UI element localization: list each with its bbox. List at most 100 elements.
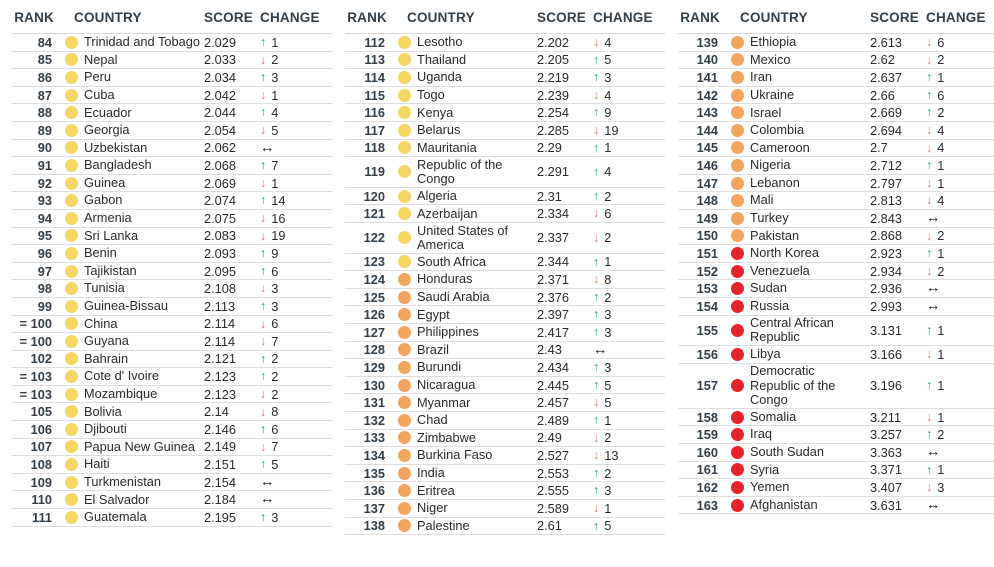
down-arrow-icon: ↓ bbox=[926, 347, 933, 362]
score-cell: 2.553 bbox=[537, 465, 570, 481]
rank-cell: 128 bbox=[363, 342, 385, 358]
table-row: 144 Colombia 2.694 ↓ 4 bbox=[678, 122, 994, 140]
score-cell: 3.631 bbox=[870, 497, 903, 513]
score-cell: 2.993 bbox=[870, 298, 903, 314]
yellow-tier-dot bbox=[64, 475, 78, 489]
orange-tier-dot bbox=[397, 448, 411, 462]
table-row: = 103 Cote d' Ivoire 2.123 ↑ 2 bbox=[12, 368, 332, 386]
country-name: Cuba bbox=[84, 86, 115, 102]
change-cell: ↔ bbox=[260, 492, 332, 507]
rank-cell: 135 bbox=[363, 465, 385, 481]
country-name: Afghanistan bbox=[750, 496, 818, 512]
up-arrow-icon: ↑ bbox=[593, 307, 600, 322]
country-name: Central African Republic bbox=[750, 315, 834, 345]
up-arrow-icon: ↑ bbox=[593, 188, 600, 203]
tier-dot-cell bbox=[724, 106, 750, 120]
change-cell: ↓ 19 bbox=[593, 123, 665, 138]
down-arrow-icon: ↓ bbox=[260, 87, 267, 102]
country-name: North Korea bbox=[750, 245, 819, 261]
change-cell: ↑ 4 bbox=[260, 105, 332, 120]
country-name: Democratic Republic of the Congo bbox=[750, 363, 836, 407]
down-arrow-icon: ↓ bbox=[593, 430, 600, 445]
rank-cell: 138 bbox=[363, 518, 385, 534]
table-row: 149 Turkey 2.843 ↔ bbox=[678, 210, 994, 228]
red-tier-dot bbox=[730, 428, 744, 442]
red-tier-dot bbox=[730, 480, 744, 494]
yellow-tier-dot bbox=[64, 299, 78, 313]
score-cell: 2.489 bbox=[537, 412, 570, 428]
up-arrow-icon: ↑ bbox=[593, 360, 600, 375]
country-name: Bahrain bbox=[84, 350, 129, 366]
score-cell: 2.095 bbox=[204, 263, 237, 279]
table-row: 142 Ukraine 2.66 ↑ 6 bbox=[678, 87, 994, 105]
tier-dot-cell bbox=[391, 361, 417, 375]
table-row: 163 Afghanistan 3.631 ↔ bbox=[678, 497, 994, 515]
orange-tier-dot bbox=[397, 413, 411, 427]
table-row: 145 Cameroon 2.7 ↓ 4 bbox=[678, 140, 994, 158]
table-row: 153 Sudan 2.936 ↔ bbox=[678, 280, 994, 298]
score-cell: 2.083 bbox=[204, 228, 237, 244]
country-name: Saudi Arabia bbox=[417, 288, 490, 304]
rank-cell: 97 bbox=[37, 263, 52, 279]
orange-tier-dot bbox=[730, 53, 744, 67]
country-name: Turkmenistan bbox=[84, 473, 162, 489]
column-header-change: CHANGE bbox=[926, 10, 986, 25]
tier-dot-cell bbox=[391, 53, 417, 67]
change-value: 2 bbox=[937, 52, 945, 68]
country-name: Niger bbox=[417, 500, 448, 516]
change-value: 5 bbox=[271, 122, 279, 138]
change-cell: ↔ bbox=[926, 211, 994, 226]
rank-cell: 84 bbox=[37, 34, 52, 50]
tier-dot-cell bbox=[724, 88, 750, 102]
table-row: 161 Syria 3.371 ↑ 1 bbox=[678, 462, 994, 480]
country-name: Gabon bbox=[84, 192, 123, 208]
up-arrow-icon: ↑ bbox=[260, 193, 267, 208]
up-arrow-icon: ↑ bbox=[260, 351, 267, 366]
change-value: 3 bbox=[604, 69, 612, 85]
yellow-tier-dot bbox=[397, 35, 411, 49]
country-name: Kenya bbox=[417, 104, 454, 120]
down-arrow-icon: ↓ bbox=[593, 230, 600, 245]
score-cell: 2.14 bbox=[204, 404, 229, 420]
country-name: Mexico bbox=[750, 51, 791, 67]
change-value: 1 bbox=[604, 412, 612, 428]
change-value: 1 bbox=[604, 254, 612, 270]
country-name: Chad bbox=[417, 412, 448, 428]
down-arrow-icon: ↓ bbox=[926, 52, 933, 67]
score-cell: 2.034 bbox=[204, 69, 237, 85]
table-row: 132 Chad 2.489 ↑ 1 bbox=[345, 412, 665, 430]
change-cell: ↑ 6 bbox=[926, 88, 994, 103]
table-row: 89 Georgia 2.054 ↓ 5 bbox=[12, 122, 332, 140]
table-row: 120 Algeria 2.31 ↑ 2 bbox=[345, 188, 665, 206]
tier-dot-cell bbox=[724, 70, 750, 84]
down-arrow-icon: ↓ bbox=[260, 334, 267, 349]
orange-tier-dot bbox=[397, 431, 411, 445]
yellow-tier-dot bbox=[64, 458, 78, 472]
change-cell: ↔ bbox=[926, 445, 994, 460]
red-tier-dot bbox=[730, 463, 744, 477]
change-value: 1 bbox=[937, 346, 945, 362]
steady-arrow-icon: ↔ bbox=[926, 443, 941, 460]
tier-dot-cell bbox=[724, 246, 750, 260]
steady-arrow-icon: ↔ bbox=[260, 473, 275, 490]
country-name: Papua New Guinea bbox=[84, 438, 195, 454]
yellow-tier-dot bbox=[64, 123, 78, 137]
tier-dot-cell bbox=[724, 123, 750, 137]
change-value: 1 bbox=[604, 500, 612, 516]
red-tier-dot bbox=[730, 323, 744, 337]
table-row: 122 United States of America 2.337 ↓ 2 bbox=[345, 223, 665, 254]
down-arrow-icon: ↓ bbox=[926, 35, 933, 50]
steady-arrow-icon: ↔ bbox=[926, 209, 941, 226]
rank-cell: 133 bbox=[363, 430, 385, 446]
change-value: 1 bbox=[937, 462, 945, 478]
table-row: 109 Turkmenistan 2.154 ↔ bbox=[12, 474, 332, 492]
table-row: 90 Uzbekistan 2.062 ↔ bbox=[12, 140, 332, 158]
column-header-country: COUNTRY bbox=[740, 10, 808, 25]
table-row: 84 Trinidad and Tobago 2.029 ↑ 1 bbox=[12, 34, 332, 52]
table-row: 114 Uganda 2.219 ↑ 3 bbox=[345, 69, 665, 87]
up-arrow-icon: ↑ bbox=[926, 378, 933, 393]
table-row: 141 Iran 2.637 ↑ 1 bbox=[678, 69, 994, 87]
change-value: 3 bbox=[604, 324, 612, 340]
up-arrow-icon: ↑ bbox=[926, 462, 933, 477]
change-cell: ↑ 1 bbox=[926, 158, 994, 173]
